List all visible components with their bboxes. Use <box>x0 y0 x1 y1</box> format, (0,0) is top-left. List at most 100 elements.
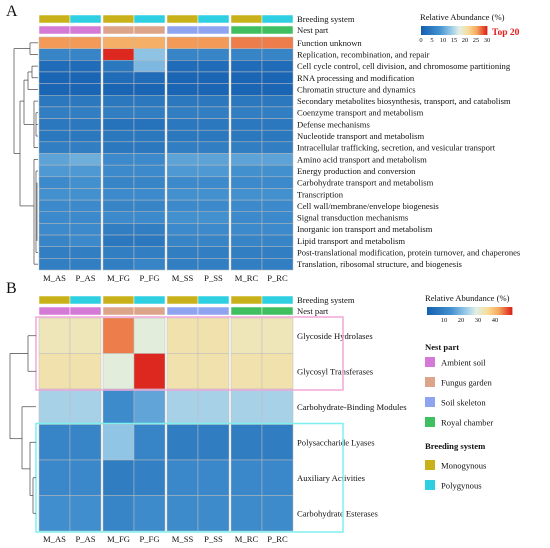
colorbar-segment <box>476 307 479 315</box>
column-label-p-ss: P_SS <box>204 273 223 283</box>
heatmap-cell <box>166 459 199 496</box>
heatmap-cell <box>102 223 135 236</box>
heatmap-cell <box>133 211 166 224</box>
heatmap-cell <box>102 141 135 154</box>
heatmap-cell <box>261 211 294 224</box>
colorbar-segment <box>439 26 442 35</box>
heatmap-cell <box>102 83 135 96</box>
heatmap-cell <box>197 164 230 178</box>
column-label-m-as: M_AS <box>43 534 66 544</box>
column-label-p-ss: P_SS <box>204 534 223 544</box>
colorbar-segment <box>500 307 503 315</box>
heatmap-cell <box>230 388 263 425</box>
heatmap-cell <box>197 317 230 354</box>
heatmap-cell <box>261 317 294 354</box>
heatmap-cell <box>230 353 263 390</box>
row-label-intracellular-trafficking-secretion-and-vesicular-transport: Intracellular trafficking, secretion, an… <box>297 143 496 153</box>
row-label-cell-cycle-control-cell-division-and-chromosome-partitioning: Cell cycle control, cell division, and c… <box>297 61 511 71</box>
heatmap-cell <box>166 153 199 166</box>
row-label-carbohydrate-transport-and-metabolism: Carbohydrate transport and metabolism <box>297 178 434 188</box>
heatmap-cell <box>230 83 263 96</box>
colorbar-segment <box>504 307 507 315</box>
breeding-track-p-ss <box>197 14 230 24</box>
heatmap-cell <box>102 106 135 119</box>
heatmap-cell <box>38 60 71 73</box>
colorbar-segment <box>468 307 470 315</box>
colorbar-segment <box>470 307 473 315</box>
breeding-legend-swatch-polygynous <box>425 480 435 490</box>
colorbar-segment <box>502 307 504 315</box>
heatmap-cell <box>133 106 166 119</box>
colorbar-segment <box>473 307 476 315</box>
colorbar-segment <box>431 307 434 315</box>
nest-part-legend-items: Ambient soil Fungus garden Soil skeleton Ro… <box>425 357 493 428</box>
heatmap-cell <box>166 71 199 84</box>
heatmap-cell <box>38 141 71 154</box>
colorbar-tick: 20 <box>462 37 469 44</box>
heatmap-cell <box>133 234 166 247</box>
panel-a-letter: A <box>6 3 18 20</box>
heatmap-cell <box>133 353 166 390</box>
colorbar-segment <box>463 307 466 315</box>
colorbar-segment <box>510 307 513 315</box>
colorbar-segment <box>440 26 443 35</box>
heatmap-cell <box>261 176 294 189</box>
colorbar-segment <box>445 307 448 315</box>
heatmap-cell <box>69 246 102 259</box>
breeding-track-m-as <box>38 295 71 305</box>
colorbar-segment <box>469 26 471 35</box>
heatmap-cell <box>102 164 135 178</box>
heatmap-cell <box>197 176 230 189</box>
colorbar-segment <box>458 26 460 35</box>
colorbar-segment <box>466 307 469 315</box>
breeding-track-p-rc <box>261 295 294 305</box>
row-label-signal-transduction-mechanisms: Signal transduction mechanisms <box>297 213 409 223</box>
heatmap-cell <box>197 353 230 390</box>
breeding-legend-label-polygynous: Polygynous <box>441 481 482 491</box>
colorbar-segment <box>423 26 425 35</box>
colorbar-segment <box>472 26 475 35</box>
row-label-amino-acid-transport-and-metabolism: Amino acid transport and metabolism <box>297 154 427 164</box>
heatmap-cell <box>102 60 135 73</box>
panel-a-colorbar <box>421 26 488 35</box>
nest-track-p-ss <box>197 306 230 316</box>
top-20-annotation: Top 20 <box>492 28 520 38</box>
heatmap-cell <box>166 106 199 119</box>
colorbar-segment <box>425 26 427 35</box>
heatmap-cell <box>261 141 294 154</box>
heatmap-cell <box>166 118 199 131</box>
heatmap-cell <box>197 199 230 213</box>
heatmap-cell <box>166 211 199 224</box>
colorbar-segment <box>445 26 447 35</box>
colorbar-tick: 40 <box>492 317 499 324</box>
colorbar-segment <box>499 307 502 315</box>
heatmap-cell <box>230 258 263 271</box>
heatmap-cell <box>69 129 102 143</box>
heatmap-cell <box>69 234 102 247</box>
heatmap-cell <box>69 188 102 201</box>
column-label-m-rc: M_RC <box>235 534 259 544</box>
row-label-auxiliary-activities: Auxiliary Activities <box>297 473 366 483</box>
heatmap-cell <box>261 353 294 390</box>
heatmap-cell <box>261 118 294 131</box>
track-label-breeding-system: Breeding system <box>297 295 355 305</box>
row-label-glycoside-hydrolases: Glycoside Hydrolases <box>297 331 373 341</box>
colorbar-segment <box>433 26 435 35</box>
heatmap-cell <box>38 495 71 532</box>
colorbar-segment <box>463 26 466 35</box>
heatmap-cell <box>102 353 135 390</box>
breeding-track-p-as <box>69 14 102 24</box>
heatmap-cell <box>230 424 263 461</box>
colorbar-tick: 5 <box>430 37 433 44</box>
colorbar-segment <box>428 26 431 35</box>
panel-a-colorbar-ticks: 0 5 10 15 20 25 30 <box>419 37 490 44</box>
nest-legend-label-royal-chamber: Royal chamber <box>441 418 493 428</box>
nest-track-p-fg <box>133 25 166 35</box>
heatmap-cell <box>102 199 135 213</box>
nest-track-m-as <box>38 306 71 316</box>
heatmap-cell <box>69 317 102 354</box>
column-label-p-rc: P_RC <box>267 273 288 283</box>
heatmap-cell <box>261 495 294 532</box>
track-label-breeding-system: Breeding system <box>297 14 355 24</box>
